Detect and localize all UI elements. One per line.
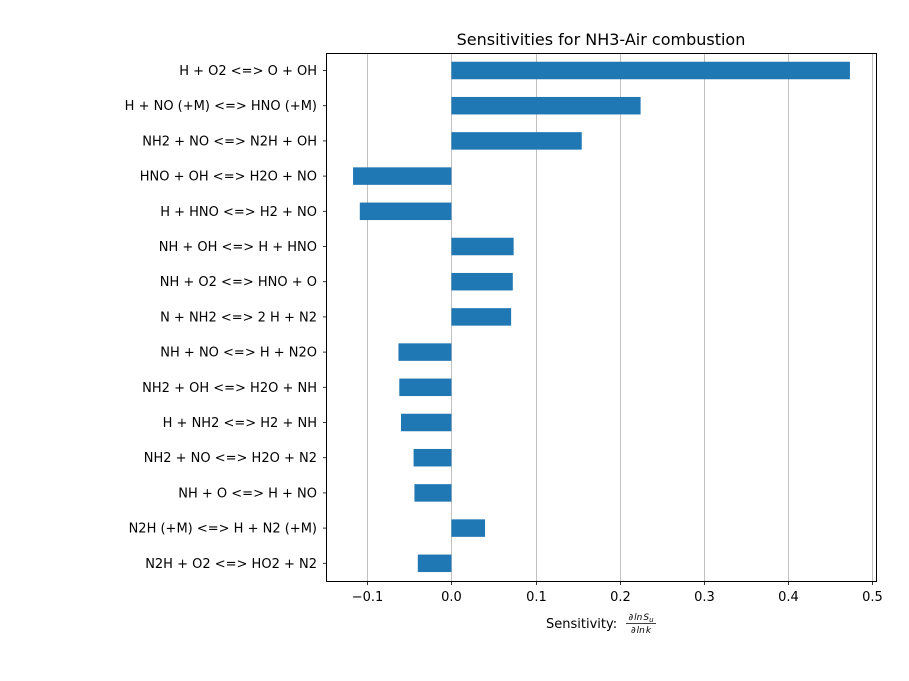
y-tick-label: NH + OH <=> H + HNO <box>159 240 317 255</box>
y-tick-label: NH2 + NO <=> H2O + N2 <box>144 451 317 466</box>
y-tick-label: N + NH2 <=> 2 H + N2 <box>160 310 317 325</box>
y-tick-label: NH + O <=> H + NO <box>178 486 317 501</box>
bar <box>451 132 582 150</box>
bar <box>451 272 513 291</box>
y-tick-label: NH + NO <=> H + N2O <box>160 346 317 361</box>
x-axis-ticks: −0.1 0.0 0.1 0.2 0.3 0.4 0.5 <box>352 581 883 605</box>
x-axis-label-prefix: Sensitivity: <box>546 617 617 632</box>
y-tick-label: H + O2 <=> O + OH <box>179 64 317 79</box>
bar <box>414 484 452 502</box>
bar <box>359 202 452 221</box>
bar <box>353 167 452 185</box>
x-axis-label-fraction: ∂lnSu ∂lnk <box>626 613 656 636</box>
x-tick-label: 0.4 <box>778 590 799 605</box>
bar <box>451 237 514 256</box>
x-tick-label: −0.1 <box>352 590 384 605</box>
y-tick-label: NH2 + OH <=> H2O + NH <box>142 381 317 396</box>
x-tick-label: 0.5 <box>862 590 883 605</box>
gridlines <box>367 53 873 581</box>
bar <box>399 378 452 397</box>
y-tick-label: H + NO (+M) <=> HNO (+M) <box>125 99 317 114</box>
bar <box>417 554 452 573</box>
x-axis-label: Sensitivity: <box>546 617 617 632</box>
fraction-denominator: ∂lnk <box>631 626 652 636</box>
x-tick-label: 0.0 <box>441 590 462 605</box>
y-axis-ticks: H + O2 <=> O + OH H + NO (+M) <=> HNO (+M… <box>125 64 327 572</box>
chart-title: Sensitivities for NH3-Air combustion <box>457 30 746 49</box>
y-tick-label: H + NH2 <=> H2 + NH <box>163 416 317 431</box>
bar <box>400 413 452 432</box>
bar <box>451 308 512 326</box>
y-tick-label: N2H + O2 <=> HO2 + N2 <box>145 557 317 572</box>
plot-frame <box>326 53 877 582</box>
bar <box>413 448 452 467</box>
bars <box>353 61 850 573</box>
bar <box>451 519 486 537</box>
bar <box>451 96 641 115</box>
fraction-numerator: ∂lnSu <box>628 613 654 624</box>
x-tick-label: 0.2 <box>610 590 631 605</box>
x-tick-label: 0.3 <box>694 590 715 605</box>
y-tick-label: NH2 + NO <=> N2H + OH <box>142 134 317 149</box>
bar <box>398 343 452 361</box>
bar <box>451 61 850 80</box>
y-tick-label: H + HNO <=> H2 + NO <box>160 205 317 220</box>
y-tick-label: HNO + OH <=> H2O + NO <box>140 170 317 185</box>
y-tick-label: N2H (+M) <=> H + N2 (+M) <box>129 522 317 537</box>
x-tick-label: 0.1 <box>526 590 547 605</box>
y-tick-label: NH + O2 <=> HNO + O <box>160 275 317 290</box>
